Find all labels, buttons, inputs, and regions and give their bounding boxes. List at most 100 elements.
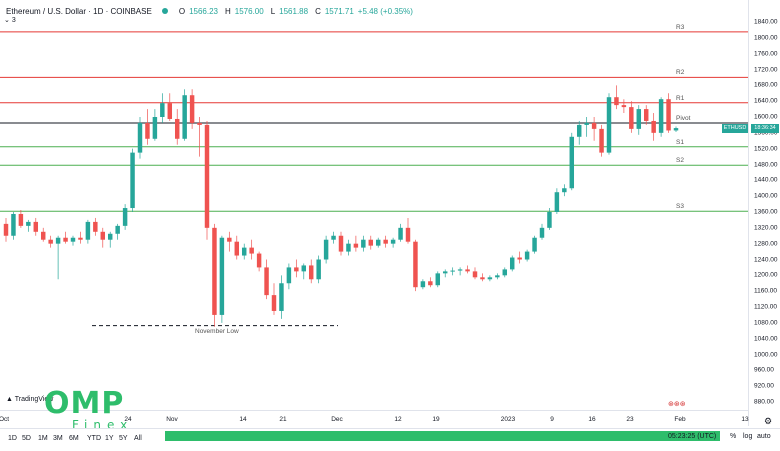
events-icons[interactable]: ⊛⊛⊛ (668, 401, 686, 408)
close-label: C (315, 6, 321, 16)
market-status-icon (161, 8, 168, 14)
price-tick-label: 960.00 (754, 366, 774, 374)
price-tick-label: 1040.00 (754, 335, 778, 343)
candle-body (137, 122, 143, 153)
time-tick-label: Nov (166, 416, 178, 423)
candle-body (599, 128, 604, 153)
candle-body (428, 281, 433, 286)
candle-body (197, 122, 202, 125)
time-tick-label: 9 (550, 416, 554, 423)
candle-body (227, 237, 232, 242)
price-tick-label: 1120.00 (754, 303, 778, 311)
timeframe-button-3m[interactable]: 3M (53, 435, 63, 442)
level-label-r3: R3 (676, 23, 685, 31)
candle-body (63, 237, 68, 242)
timeframe-button-1y[interactable]: 1Y (105, 435, 114, 442)
timeframe-button-1m[interactable]: 1M (38, 435, 48, 442)
candle-body (346, 243, 351, 252)
timeframe-button-5y[interactable]: 5Y (119, 435, 128, 442)
price-tick-label: 1320.00 (754, 224, 778, 232)
candle-body (621, 105, 627, 108)
candle-body (308, 265, 314, 280)
price-tick-label: 1360.00 (754, 208, 778, 216)
scroll-bar[interactable] (165, 431, 720, 441)
price-tick-label: 1680.00 (754, 81, 778, 89)
candle-body (271, 295, 277, 311)
candle-body (338, 235, 344, 252)
candle-body (107, 233, 113, 240)
candle-body (524, 251, 530, 260)
price-tick-label: 880.00 (754, 398, 774, 406)
open-value: 1566.23 (189, 6, 218, 16)
price-tick-label: 1840.00 (754, 18, 778, 26)
timeframe-button-6m[interactable]: 6M (69, 435, 79, 442)
candle-body (442, 271, 448, 274)
candle-body (70, 237, 76, 242)
candle-body (18, 213, 24, 226)
candle-body (241, 247, 247, 256)
price-tick-label: 1400.00 (754, 192, 778, 200)
candle-body (517, 257, 522, 260)
time-tick-label: 24 (124, 416, 132, 423)
auto-toggle[interactable]: auto (757, 433, 771, 440)
symbol-header[interactable]: Ethereum / U.S. Dollar · 1D · COINBASE O… (0, 0, 750, 22)
percent-toggle[interactable]: % (730, 433, 737, 440)
price-tick-label: 1760.00 (754, 50, 778, 58)
timeframe-button-ytd[interactable]: YTD (87, 435, 101, 442)
price-tick-label: 1080.00 (754, 319, 778, 327)
price-chart[interactable] (0, 0, 748, 410)
price-axis[interactable] (748, 0, 780, 426)
timeframe-button-1d[interactable]: 1D (8, 435, 17, 442)
candle-body (301, 265, 307, 272)
timeframe-button-5d[interactable]: 5D (22, 435, 31, 442)
price-tick-label: 920.00 (754, 382, 774, 390)
candle-body (85, 221, 91, 240)
price-tick-label: 1480.00 (754, 161, 778, 168)
november-low-label: November Low (195, 327, 239, 335)
candle-body (673, 128, 679, 131)
candle-body (420, 281, 426, 288)
candle-body (323, 239, 329, 260)
candle-body (636, 109, 642, 129)
gear-icon[interactable]: ⚙ (764, 416, 773, 426)
candle-body (509, 257, 515, 270)
candle-body (55, 237, 61, 244)
candle-body (93, 221, 98, 232)
candle-body (48, 239, 53, 244)
candle-body (629, 107, 634, 129)
candle-body (11, 213, 16, 236)
level-label-r1: R1 (676, 94, 685, 102)
price-tick-label: 1800.00 (754, 34, 778, 42)
candle-body (174, 118, 180, 139)
symbol-title[interactable]: Ethereum / U.S. Dollar · 1D · COINBASE (6, 6, 152, 16)
price-tick-label: 1640.00 (754, 97, 778, 105)
candle-body (361, 239, 366, 248)
candle-body (643, 109, 649, 121)
candle-body (331, 235, 336, 240)
candle-body (614, 97, 619, 106)
timeframe-button-all[interactable]: All (134, 435, 142, 442)
candle-body (182, 95, 187, 139)
time-tick-label: Feb (674, 416, 686, 423)
candle-body (450, 270, 455, 272)
indicator-toggle[interactable]: ⌄ 3 (4, 17, 16, 24)
candle-body (219, 237, 225, 315)
candle-body (435, 273, 441, 286)
candle-body (78, 237, 83, 240)
candle-body (3, 223, 9, 236)
time-tick-label: Oct (0, 416, 10, 423)
candle-body (353, 243, 359, 248)
candle-body (204, 124, 210, 228)
candle-body (562, 188, 567, 193)
log-toggle[interactable]: log (743, 433, 753, 440)
level-label-pivot: Pivot (676, 114, 691, 122)
candle-body (584, 122, 589, 125)
level-label-s2: S2 (676, 157, 684, 165)
candle-body (569, 136, 575, 189)
price-tick-label: 1200.00 (754, 271, 778, 279)
candle-body (160, 103, 165, 117)
candle-body (539, 227, 545, 238)
candle-body (398, 227, 403, 240)
high-value: 1576.00 (234, 6, 264, 16)
